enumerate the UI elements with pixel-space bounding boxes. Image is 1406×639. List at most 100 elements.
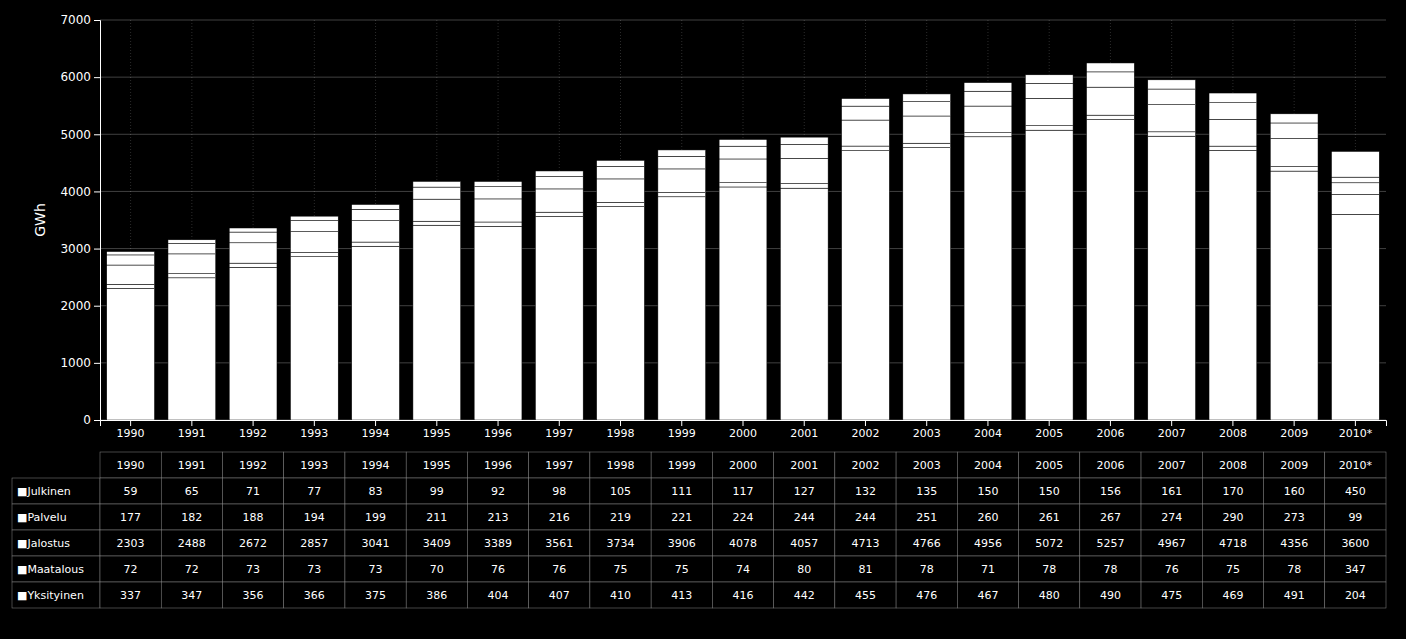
table-value: 4713 [851,537,879,550]
x-tick-mark [436,420,437,426]
table-value: 375 [365,589,386,602]
bar [597,160,645,166]
x-tick-mark [743,420,744,426]
table-cell [1264,504,1325,530]
bar [964,83,1012,92]
x-tick: 2005 [1035,420,1063,440]
table-value: 83 [369,485,383,498]
table-row: ■Palvelu17718218819419921121321621922122… [12,504,1386,530]
bar [352,205,400,210]
table-value: 92 [491,485,505,498]
bar [1270,167,1318,171]
table-row-label: ■Palvelu [17,511,67,524]
bar [842,146,890,151]
table-cell [712,582,773,608]
table-value: 4967 [1158,537,1186,550]
table-value: 260 [977,511,998,524]
table-value: 77 [307,485,321,498]
table-value: 160 [1284,485,1305,498]
table-row: ■Julkinen5965717783999298105111117127132… [12,478,1386,504]
table-cell [1019,556,1080,582]
table-cell [1325,556,1386,582]
bar [168,278,216,420]
y-tick: 4000 [60,185,100,199]
bar [535,171,583,177]
bar [964,133,1012,137]
x-tick-mark [253,420,254,426]
table-cell [1202,556,1263,582]
table-cell [406,582,467,608]
table-cell [161,582,222,608]
table-header-label: 2009 [1280,459,1308,472]
bar [229,243,277,263]
table-header-label: 1993 [300,459,328,472]
table-value: 251 [916,511,937,524]
table-row-label: ■Jalostus [17,537,70,550]
bar [658,150,706,156]
table-value: 3409 [423,537,451,550]
table-cell [896,582,957,608]
table-cell [1141,452,1202,478]
bar [1087,63,1135,72]
table-value: 2857 [300,537,328,550]
table-cell [651,582,712,608]
bar [1331,183,1379,195]
table-cell [712,478,773,504]
x-tick: 1998 [607,420,635,440]
table-cell [1264,582,1325,608]
bar [107,255,155,265]
x-tick-label: 2006 [1096,427,1124,440]
table-cell [835,582,896,608]
x-tick-label: 2009 [1280,427,1308,440]
x-tick-mark [1171,420,1172,426]
table-value: 475 [1161,589,1182,602]
bar [658,197,706,420]
table-value: 404 [488,589,509,602]
table-value: 347 [1345,563,1366,576]
table-cell [590,582,651,608]
table-value: 73 [307,563,321,576]
x-tick-label: 2000 [729,427,757,440]
table-cell [774,582,835,608]
y-tick: 6000 [60,70,100,84]
bar [1209,150,1257,420]
table-value: 442 [794,589,815,602]
bar [1270,123,1318,139]
table-value: 98 [552,485,566,498]
x-tick-label: 1996 [484,427,512,440]
bar [290,232,338,253]
x-tick: 2003 [913,420,941,440]
bar [719,183,767,187]
x-tick-mark [1355,420,1356,426]
table-cell [957,530,1018,556]
table-cell [406,478,467,504]
bar [1148,136,1196,420]
table-cell [1141,530,1202,556]
bar [1209,119,1257,146]
table-cell [1264,452,1325,478]
table-cell [1325,478,1386,504]
bar [474,187,522,199]
table-cell [100,478,161,504]
table-value: 366 [304,589,325,602]
table-row-label: ■Maatalous [17,563,84,576]
table-cell [896,556,957,582]
table-value: 337 [120,589,141,602]
bar [352,242,400,246]
x-tick: 1997 [545,420,573,440]
bar [1270,139,1318,167]
y-tick: 5000 [60,128,100,142]
table-cell [651,478,712,504]
bar [535,217,583,420]
table-cell [835,530,896,556]
table-value: 416 [733,589,754,602]
x-tick: 1992 [239,420,267,440]
table-cell [957,452,1018,478]
bar [1087,87,1135,115]
table-cell [1202,582,1263,608]
table-header-label: 1995 [423,459,451,472]
x-tick-mark [1049,420,1050,426]
table-cell [1264,530,1325,556]
y-tick-label: 0 [83,413,91,427]
x-tick-label: 2003 [913,427,941,440]
